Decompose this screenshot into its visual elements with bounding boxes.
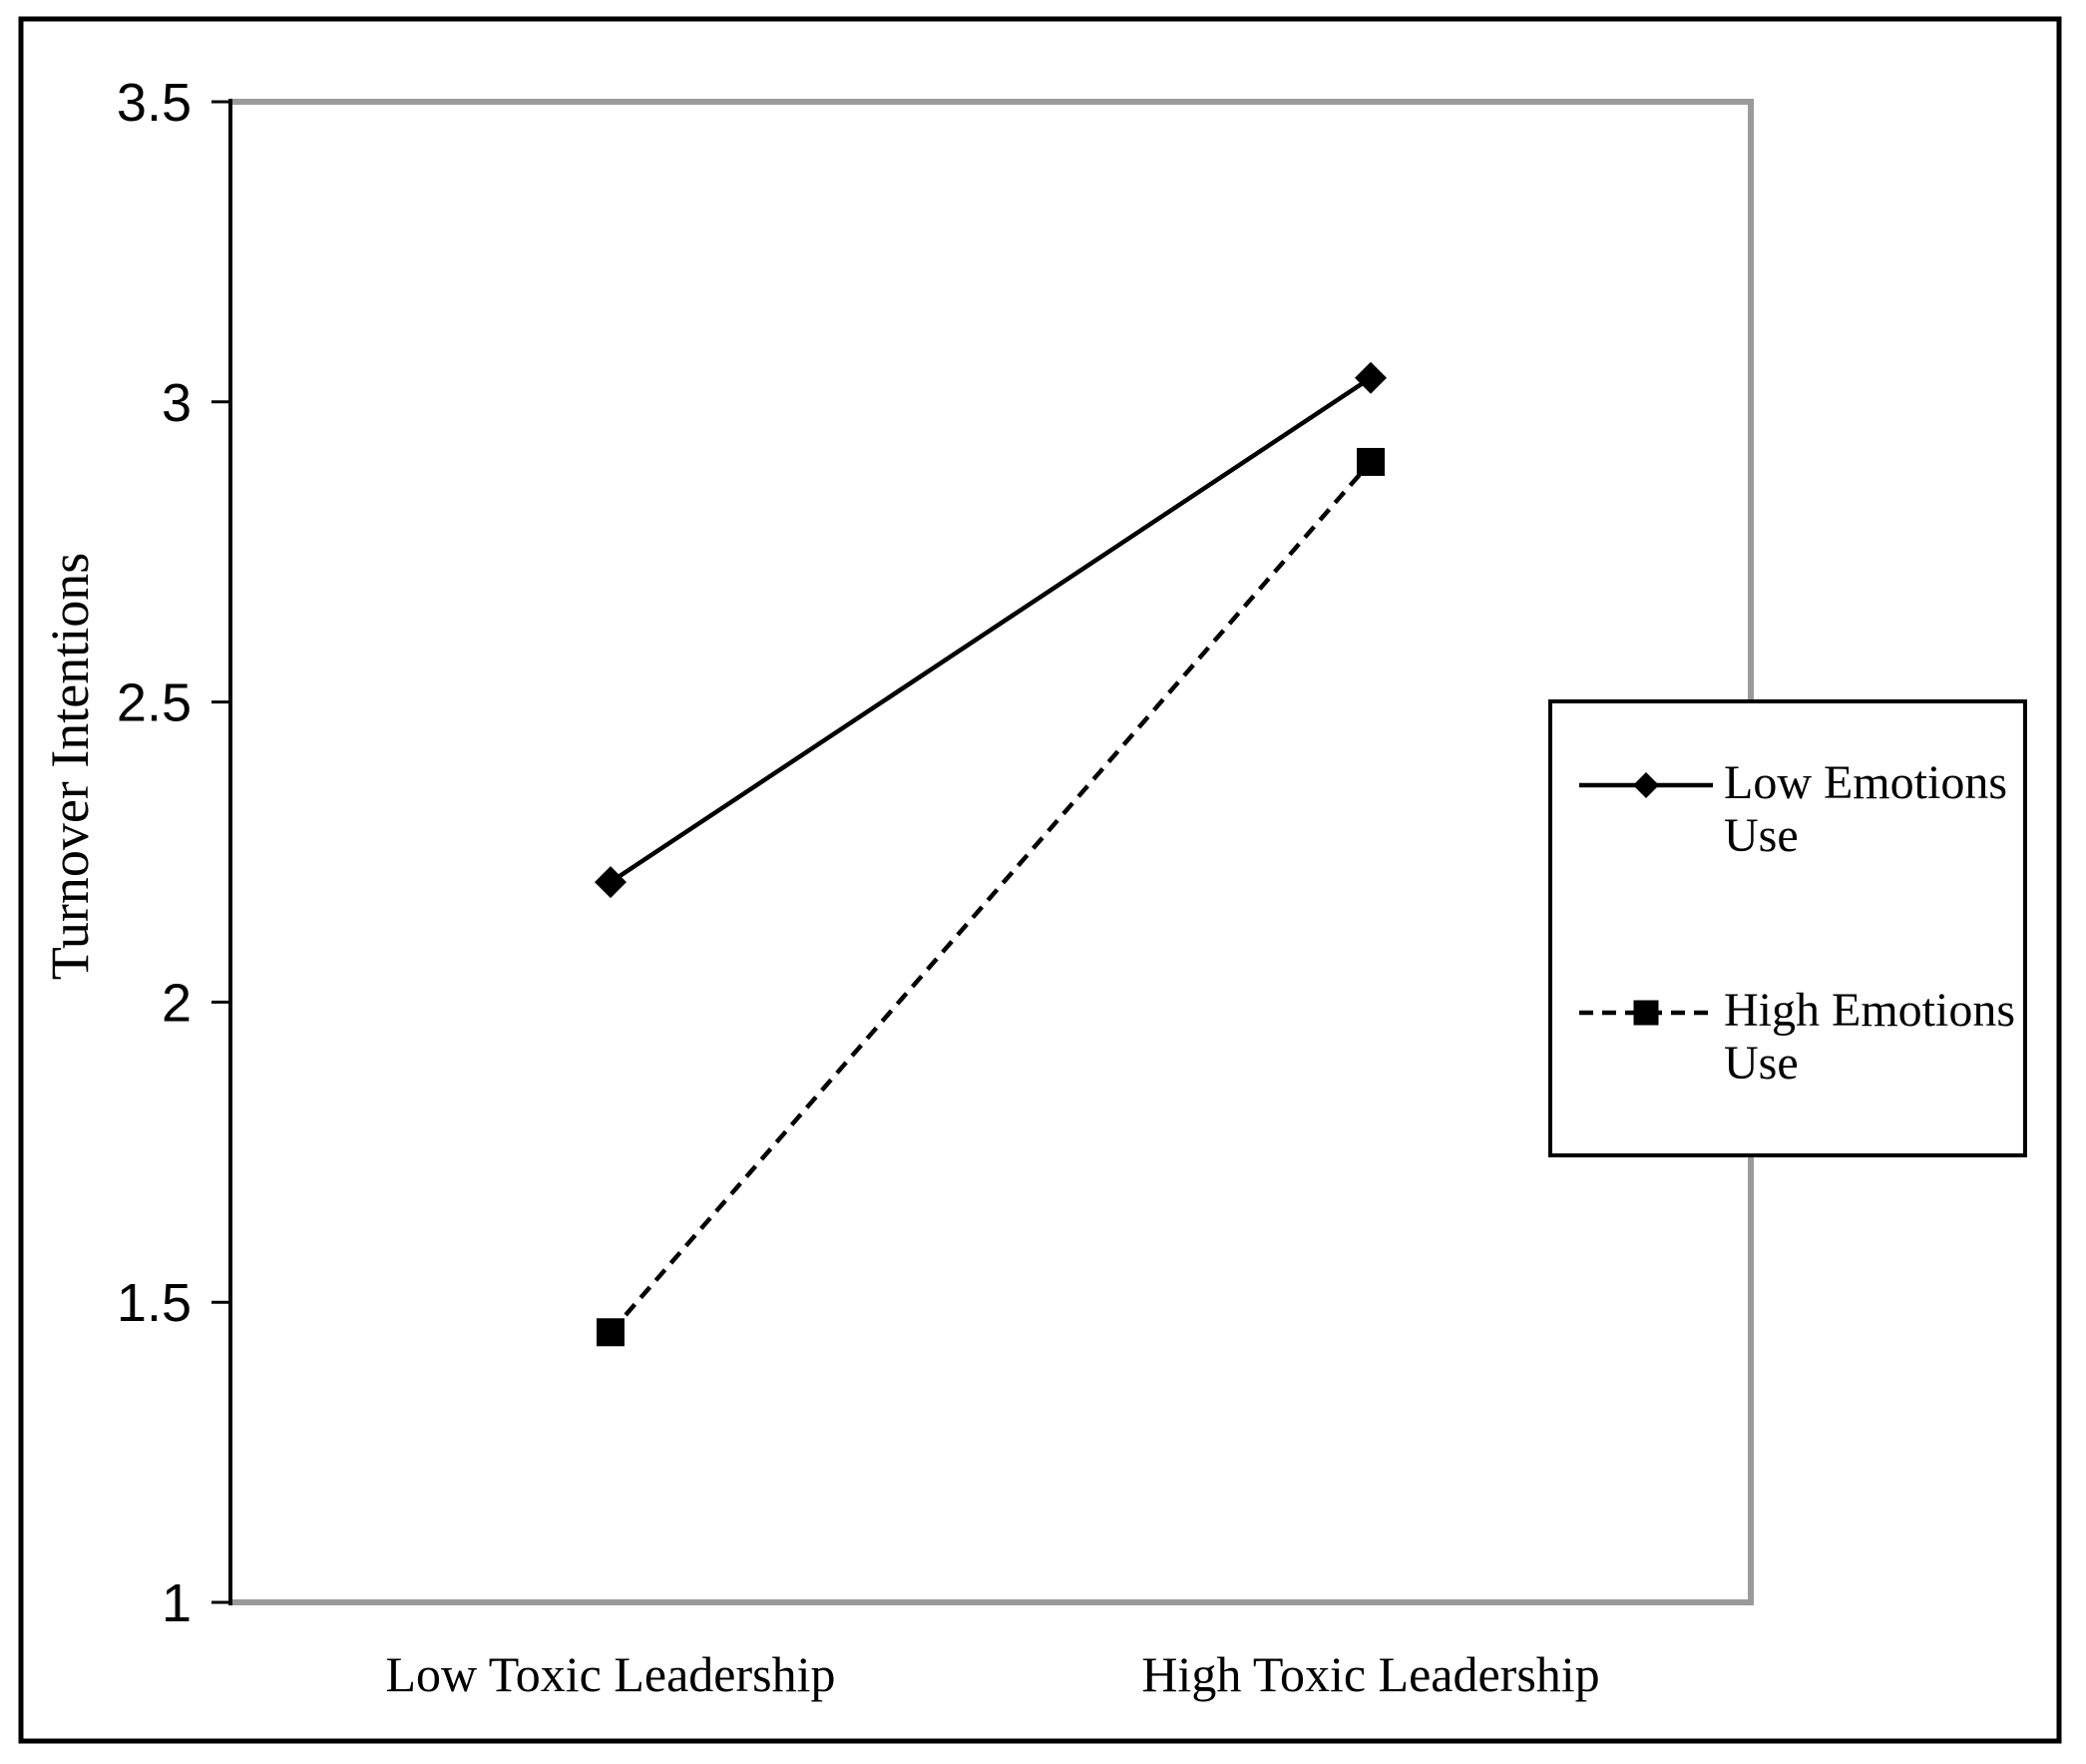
legend-marker-square [1633,1000,1659,1026]
x-axis-labels-layer: Low Toxic Leadership High Toxic Leadershi… [385,1646,1599,1702]
x-category-label-high-toxic-leadership: High Toxic Leadership [1141,1646,1599,1702]
x-category-label-low-toxic-leadership: Low Toxic Leadership [385,1646,835,1702]
legend-entry-label: High Emotions [1724,984,2015,1037]
y-axis-tick-label: 2 [162,973,192,1033]
data-point-marker-diamond [595,866,626,899]
data-point-marker-square [1357,447,1385,476]
series-low-emotions-use [595,361,1387,899]
y-axis-ticks-layer: 1 1.5 2 2.5 3 3.5 [117,73,230,1633]
y-axis-tick-label: 3 [162,373,192,433]
series-line-low-emotions-use [609,375,1373,884]
data-point-marker-square [597,1318,625,1347]
legend-marker-diamond [1633,772,1659,798]
series-high-emotions-use [597,447,1385,1347]
data-point-marker-diamond [1355,361,1387,394]
legend-entry-label: Use [1724,1037,1799,1090]
y-axis-tick-label: 1 [162,1573,192,1633]
y-axis-tick-label: 1.5 [117,1273,192,1333]
series-line-high-emotions-use [609,460,1373,1334]
y-axis-title: Turnover Intentions [40,553,100,981]
y-axis-tick-label: 3.5 [117,73,192,133]
y-axis-tick-label: 2.5 [117,673,192,733]
legend-entry-label: Use [1724,809,1799,862]
legend-entry-label: Low Emotions [1724,756,2007,809]
legend-box [1548,699,2027,1157]
series-layer [595,361,1387,1347]
